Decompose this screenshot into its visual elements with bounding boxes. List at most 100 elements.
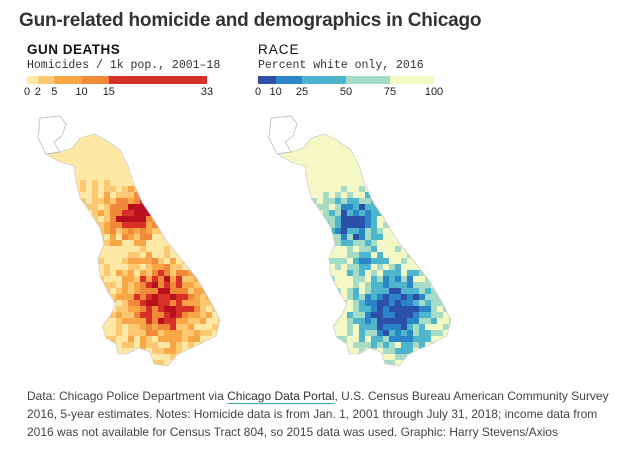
gun-deaths-tract <box>92 198 99 205</box>
race-tract <box>431 312 438 319</box>
race-tract <box>455 330 461 336</box>
gun-deaths-tract <box>200 150 207 157</box>
race-tract <box>305 360 312 366</box>
race-tract <box>275 108 281 114</box>
race-tract <box>323 156 330 163</box>
race-tract <box>311 282 318 289</box>
race-tract <box>275 210 282 217</box>
gun-deaths-tract <box>170 210 177 217</box>
race-tract <box>455 204 461 210</box>
gun-deaths-tract <box>170 294 177 301</box>
race-tract <box>413 120 420 127</box>
gun-deaths-tract <box>44 324 51 331</box>
gun-deaths-tract <box>194 354 201 361</box>
race-tract <box>257 294 263 300</box>
gun-deaths-subheading: Homicides / 1k pop., 2001–18 <box>27 59 221 72</box>
race-tract <box>269 234 270 241</box>
gun-deaths-tract <box>80 252 87 259</box>
race-tract <box>443 144 450 151</box>
race-tract <box>395 300 402 307</box>
gun-deaths-tract <box>26 306 32 312</box>
race-panel: RACE Percent white only, 2016 0 10 25 50 75 1… <box>255 42 443 100</box>
race-tract <box>389 156 396 163</box>
race-legend-tick: 50 <box>339 86 353 98</box>
race-tract <box>449 252 451 259</box>
gun-deaths-tract <box>176 126 183 133</box>
race-tract <box>473 330 476 336</box>
gun-deaths-tract <box>38 240 45 247</box>
race-tract <box>251 186 257 192</box>
gun-deaths-tract <box>146 366 152 370</box>
gun-deaths-tract <box>20 162 26 168</box>
race-tract <box>437 144 444 151</box>
gun-deaths-tract <box>38 216 39 223</box>
race-tract <box>431 234 438 241</box>
gun-deaths-tract <box>80 258 87 265</box>
gun-deaths-tract <box>128 240 135 247</box>
race-tract <box>419 306 426 313</box>
race-tract <box>299 294 306 301</box>
race-tract <box>443 258 450 265</box>
race-tract <box>353 120 360 127</box>
race-tract <box>419 116 426 121</box>
race-tract <box>455 348 461 354</box>
gun-deaths-tract <box>218 240 220 247</box>
gun-deaths-tract <box>104 366 110 370</box>
gun-deaths-tract <box>50 264 57 271</box>
race-tract <box>377 336 384 343</box>
gun-deaths-tract <box>38 210 45 217</box>
gun-deaths-tract <box>218 330 220 337</box>
gun-deaths-tract <box>158 348 165 355</box>
gun-deaths-tract <box>50 252 57 259</box>
race-tract <box>377 318 384 325</box>
gun-deaths-tract <box>50 192 57 199</box>
gun-deaths-tract <box>92 288 99 295</box>
race-tract <box>257 156 263 162</box>
race-tract <box>443 228 450 235</box>
gun-deaths-tract <box>212 156 219 163</box>
gun-deaths-tract <box>38 306 39 313</box>
gun-deaths-tract <box>236 354 242 360</box>
race-tract <box>413 216 420 223</box>
race-tract <box>281 210 288 217</box>
gun-deaths-tract <box>80 306 87 313</box>
race-tract <box>401 324 408 331</box>
race-tract <box>353 282 360 289</box>
gun-deaths-tract <box>128 222 135 229</box>
race-tract <box>341 342 348 349</box>
race-tract <box>347 150 354 157</box>
race-tract <box>407 174 414 181</box>
race-tract <box>311 192 318 199</box>
race-tract <box>431 120 438 127</box>
chicago-data-portal-link[interactable]: Chicago Data Portal <box>227 389 335 404</box>
race-tract <box>455 174 461 180</box>
race-tract <box>269 216 276 223</box>
race-tract <box>341 210 348 217</box>
gun-deaths-tract <box>122 174 129 181</box>
gun-deaths-tract <box>218 162 220 169</box>
race-tract <box>473 312 476 318</box>
race-tract <box>419 240 426 247</box>
race-tract <box>269 116 270 121</box>
gun-deaths-tract <box>50 186 57 193</box>
gun-deaths-tract <box>110 120 117 127</box>
race-tract <box>371 156 378 163</box>
gun-deaths-tract <box>62 108 68 114</box>
race-tract <box>443 252 450 259</box>
race-tract <box>335 198 342 205</box>
gun-deaths-tract <box>200 288 207 295</box>
gun-deaths-tract <box>44 312 51 319</box>
race-tract <box>419 294 426 301</box>
gun-deaths-tract <box>212 324 219 331</box>
gun-deaths-tract <box>116 246 123 253</box>
gun-deaths-tract <box>62 168 69 175</box>
race-tract <box>473 162 476 168</box>
race-tract <box>251 150 257 156</box>
race-tract <box>281 354 288 361</box>
race-tract <box>311 252 318 259</box>
race-tract <box>431 186 438 193</box>
gun-deaths-tract <box>206 354 213 361</box>
gun-deaths-tract <box>182 168 189 175</box>
race-tract <box>341 116 348 121</box>
gun-deaths-tract <box>218 366 224 370</box>
